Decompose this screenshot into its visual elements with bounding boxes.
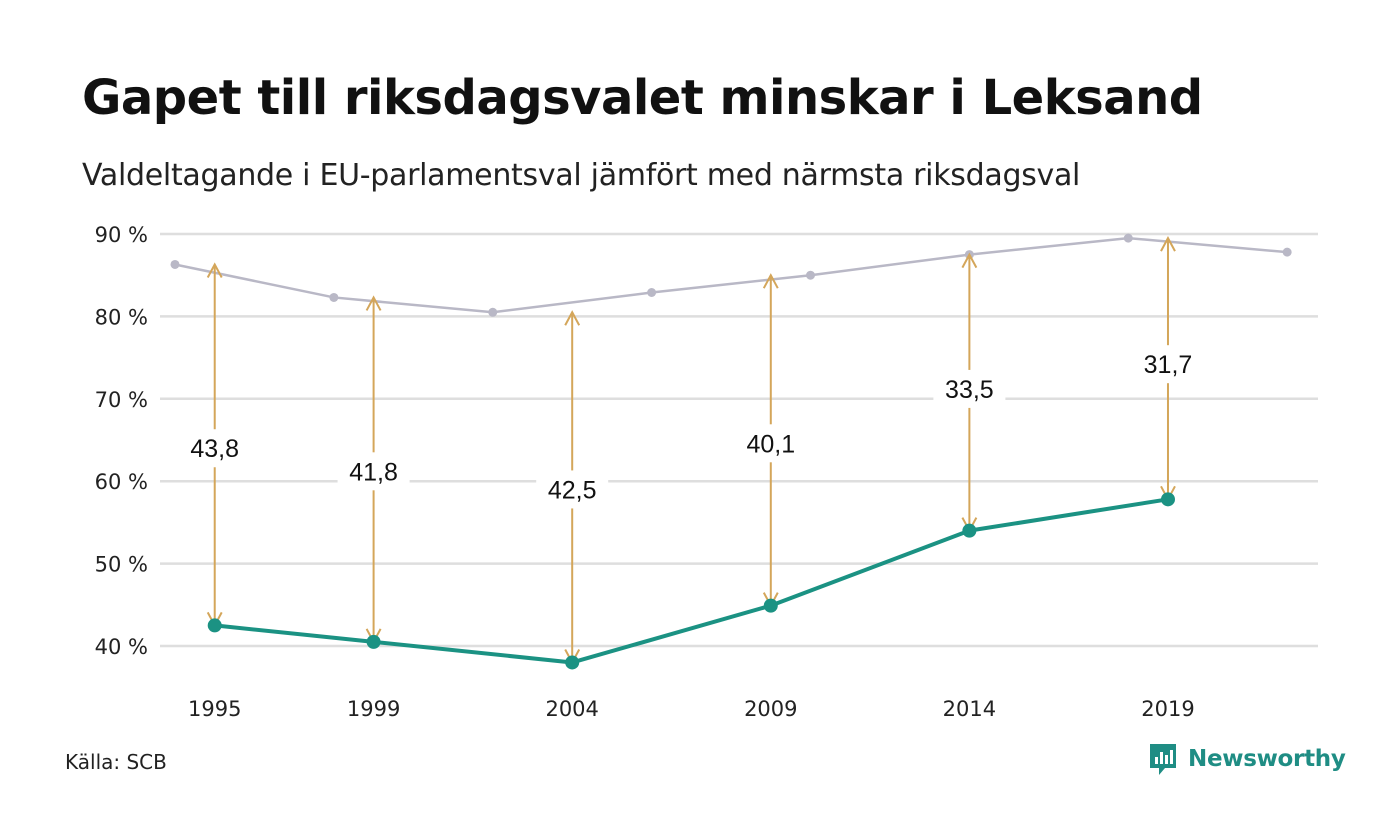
- eu-val-line: [214, 497, 1169, 665]
- gap-arrowhead-top: [206, 262, 223, 278]
- riksdagsval-point: [1123, 233, 1133, 243]
- grid-lines: [160, 232, 1318, 648]
- y-tick-label: 70 %: [95, 388, 148, 412]
- gap-label-bg: [178, 429, 251, 468]
- y-tick-label: 40 %: [95, 635, 148, 659]
- brand-name: Newsworthy: [1188, 746, 1346, 772]
- gap-label: 31,7: [1144, 351, 1193, 379]
- x-tick-label: 2019: [1141, 697, 1194, 721]
- eu-val-point: [565, 655, 580, 670]
- gap-label-bg: [536, 470, 609, 509]
- riksdagsval-line: [174, 236, 1288, 314]
- eu-val-point: [763, 598, 778, 613]
- y-tick-label: 50 %: [95, 553, 148, 577]
- gap-arrowhead-top: [365, 295, 382, 311]
- y-tick-label: 60 %: [95, 470, 148, 494]
- eu-val-point: [207, 618, 222, 633]
- gap-label: 40,1: [746, 430, 795, 458]
- eu-val-series: [207, 492, 1175, 670]
- riksdagsval-series: [170, 233, 1292, 317]
- source-note: Källa: SCB: [65, 750, 167, 774]
- x-tick-label: 2014: [943, 697, 996, 721]
- eu-val-point: [1160, 492, 1175, 507]
- riksdagsval-point: [488, 307, 498, 317]
- riksdagsval-point: [806, 270, 816, 280]
- gap-label: 41,8: [349, 458, 398, 486]
- chart-title: Gapet till riksdagsvalet minskar i Leksa…: [82, 70, 1203, 126]
- x-axis-ticks: 1995 1999 2004 2009 2014 2019: [188, 697, 1195, 721]
- gap-label-bg: [337, 452, 410, 491]
- gap-arrowhead-top: [961, 252, 978, 269]
- eu-val-point: [366, 634, 381, 649]
- gap-label: 43,8: [190, 435, 239, 463]
- riksdagsval-point: [170, 259, 180, 269]
- riksdagsval-point: [1282, 247, 1292, 257]
- brand-logo: Newsworthy: [1148, 742, 1346, 776]
- gap-label-bg: [1131, 345, 1204, 384]
- x-tick-label: 2009: [744, 697, 797, 721]
- line-chart: 40 % 50 % 60 % 70 % 80 % 90 % 1995 1999 2004 200…: [95, 223, 1318, 721]
- gap-arrowhead-top: [1160, 236, 1176, 252]
- x-tick-label: 1995: [188, 697, 241, 721]
- y-tick-label: 80 %: [95, 305, 148, 329]
- gap-arrowhead-top: [762, 273, 779, 289]
- newsworthy-logo-icon: [1150, 744, 1176, 775]
- riksdagsval-point: [329, 292, 339, 302]
- y-tick-label: 90 %: [95, 223, 148, 247]
- riksdagsval-point: [647, 288, 657, 298]
- x-tick-label: 1999: [347, 697, 400, 721]
- x-tick-label: 2004: [545, 697, 598, 721]
- gap-labels: 43,8 41,8 42,5 40,1 33,5 31,7: [178, 345, 1204, 509]
- chart-subtitle: Valdeltagande i EU-parlamentsval jämfört…: [82, 158, 1081, 193]
- gap-arrowhead-top: [564, 310, 581, 326]
- gap-label-bg: [734, 424, 807, 463]
- eu-val-point: [962, 523, 977, 538]
- gap-label-bg: [933, 369, 1006, 408]
- gap-label: 42,5: [548, 476, 597, 504]
- y-axis-ticks: 40 % 50 % 60 % 70 % 80 % 90 %: [95, 223, 148, 659]
- gap-label: 33,5: [945, 376, 994, 404]
- gap-arrows: [206, 236, 1176, 665]
